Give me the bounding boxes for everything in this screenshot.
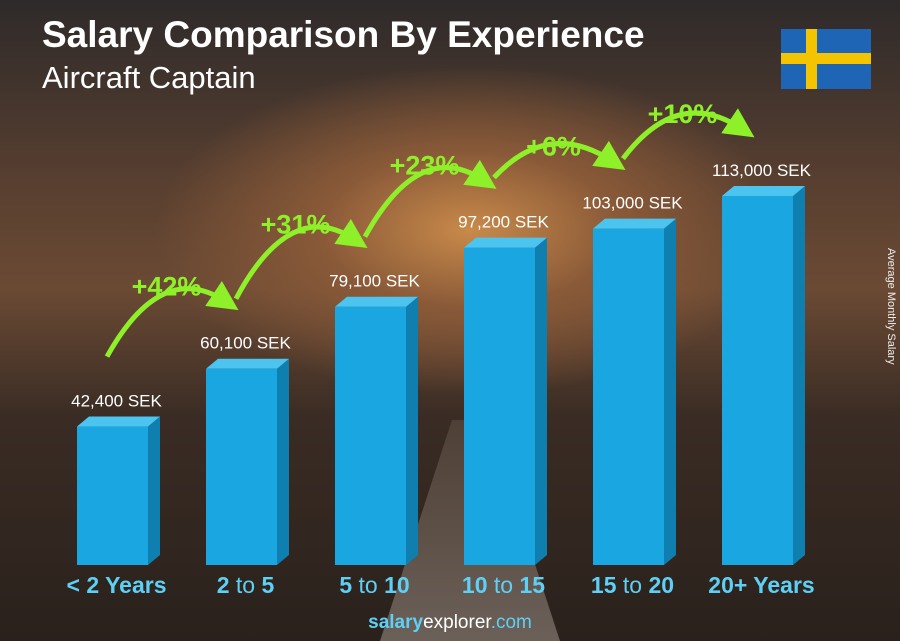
increase-arrow (492, 140, 626, 180)
bar-side (664, 218, 676, 566)
bar-top (593, 218, 676, 229)
bar-top (206, 358, 289, 369)
percent-increase-label: +42% (132, 272, 202, 302)
bar (464, 237, 547, 565)
bar-side (148, 416, 160, 565)
value-label: 60,100 SEK (200, 334, 291, 353)
bar (335, 296, 418, 565)
bar (77, 416, 160, 565)
increase-arrow (362, 159, 497, 238)
increase-arrow (621, 108, 755, 161)
increase-arrow (233, 218, 368, 300)
bar-top (464, 237, 547, 248)
bar-front (77, 426, 148, 565)
bar-front (464, 247, 535, 565)
value-label: 103,000 SEK (582, 194, 683, 213)
increase-arrow (104, 280, 239, 358)
bar-top (335, 296, 418, 307)
category-label: 15 to 20 (591, 572, 674, 598)
percent-increase-label: +31% (261, 210, 331, 240)
bar-side (535, 237, 547, 565)
bar-side (277, 358, 289, 565)
value-label: 97,200 SEK (458, 213, 549, 232)
percent-increase-label: +6% (526, 132, 581, 162)
sweden-flag-icon (781, 29, 871, 89)
bar-side (793, 186, 805, 565)
bar (593, 218, 676, 566)
bar-top (77, 416, 160, 427)
value-label: 113,000 SEK (712, 161, 812, 180)
category-label: < 2 Years (67, 572, 167, 598)
chart-subtitle: Aircraft Captain (42, 60, 256, 95)
bar (206, 358, 289, 565)
category-label: 10 to 15 (462, 572, 545, 598)
bar-side (406, 296, 418, 565)
footer-brand: salaryexplorer.com (368, 612, 532, 633)
percent-increase-label: +10% (648, 99, 718, 129)
bar-front (722, 196, 793, 565)
bar-front (206, 368, 277, 565)
bar-top (722, 186, 805, 196)
category-label: 2 to 5 (217, 572, 275, 598)
bar-front (335, 306, 406, 565)
chart-title: Salary Comparison By Experience (42, 14, 645, 55)
value-label: 79,100 SEK (329, 272, 420, 291)
bar (722, 186, 805, 565)
bar-front (593, 228, 664, 566)
category-label: 5 to 10 (339, 572, 409, 598)
value-label: 42,400 SEK (71, 392, 162, 411)
category-label: 20+ Years (708, 572, 814, 598)
percent-increase-label: +23% (390, 151, 460, 181)
y-axis-label: Average Monthly Salary (885, 248, 897, 365)
